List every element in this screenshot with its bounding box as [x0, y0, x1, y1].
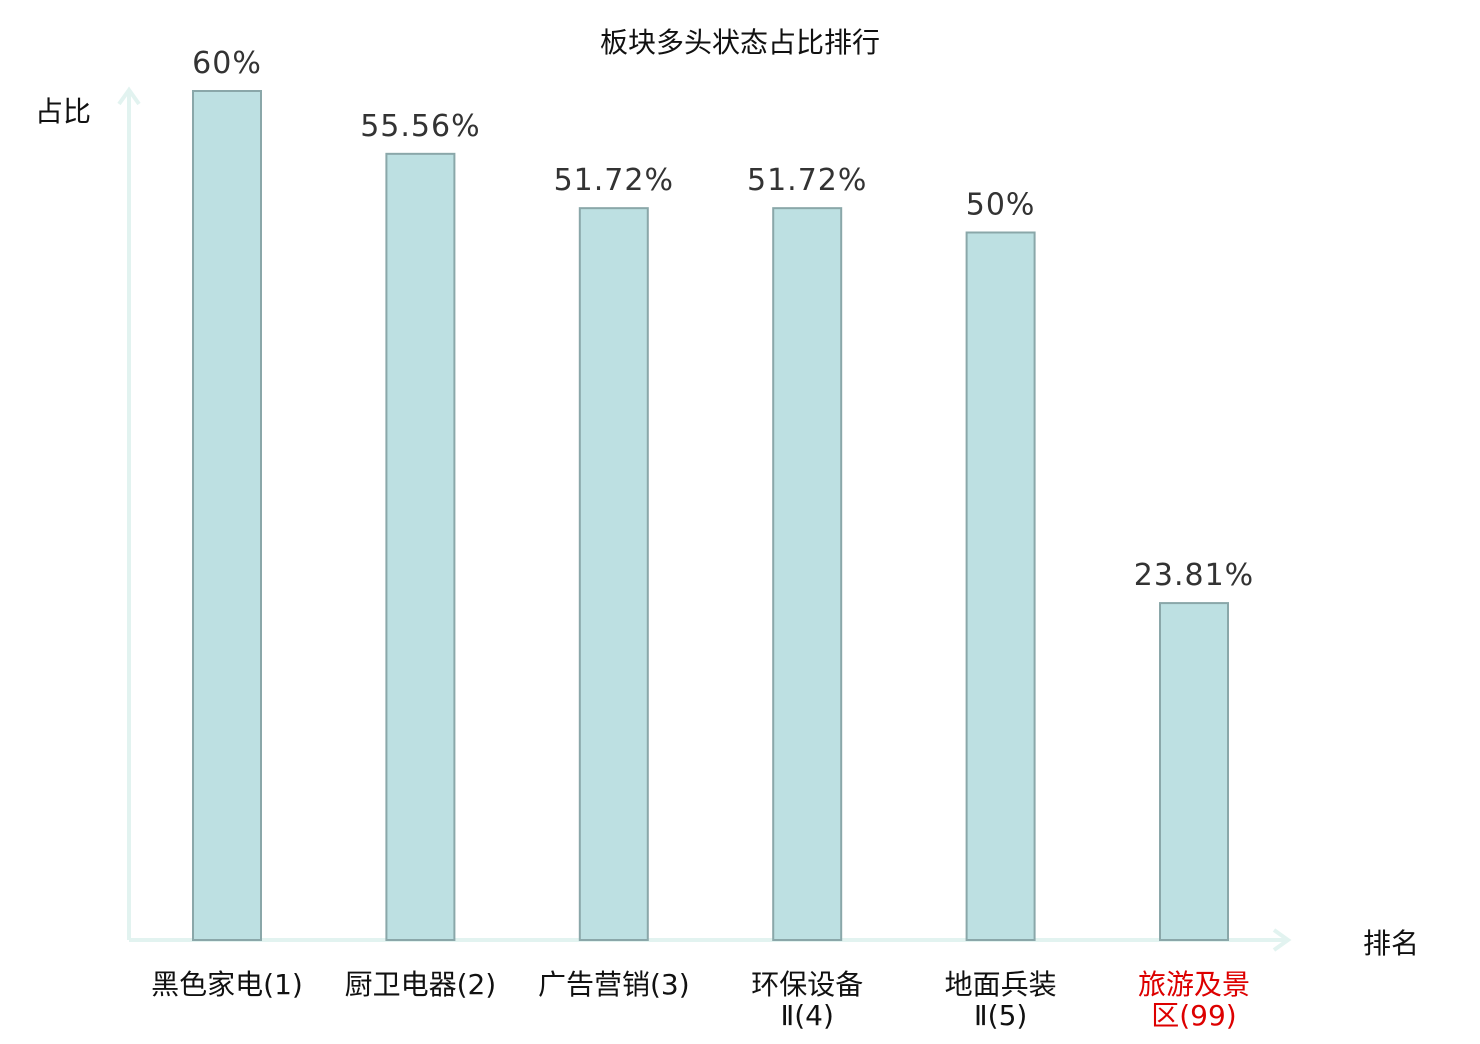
- bar: [1159, 602, 1229, 941]
- x-tick-label-line: 广告营销(3): [538, 968, 690, 1001]
- x-tick-label-line: 环保设备: [751, 968, 863, 1001]
- bar: [965, 231, 1036, 941]
- value-labels-group: 60% 55.56% 51.72% 51.72% 50% 23.81%: [192, 46, 1254, 593]
- x-tick-label-line: 地面兵装: [945, 968, 1057, 1001]
- x-tick-label: 地面兵装 Ⅱ(5): [945, 968, 1057, 1032]
- x-tick-label: 厨卫电器(2): [345, 968, 497, 1001]
- category-labels-group: 黑色家电(1) 厨卫电器(2) 广告营销(3) 环保设备 Ⅱ(4) 地面兵装 Ⅱ(5) 旅游及…: [151, 968, 1250, 1032]
- x-tick-label-line: 区(99): [1151, 999, 1236, 1032]
- x-tick-label: 广告营销(3): [538, 968, 690, 1001]
- x-tick-label-line: 旅游及景: [1138, 968, 1250, 1001]
- bars-group: [192, 90, 1229, 942]
- bar-value-label: 55.56%: [360, 109, 480, 144]
- bar-value-label: 60%: [192, 46, 262, 81]
- chart-title: 板块多头状态占比排行: [600, 26, 880, 59]
- axes: [117, 86, 1292, 952]
- bar-value-label: 23.81%: [1134, 558, 1254, 593]
- y-axis-arrow-icon: [117, 86, 141, 106]
- bar: [772, 207, 843, 942]
- bar-value-label: 51.72%: [747, 163, 867, 198]
- x-tick-label-line: 厨卫电器(2): [345, 968, 497, 1001]
- x-tick-label-line: 黑色家电(1): [151, 968, 303, 1001]
- x-tick-label-line: Ⅱ(4): [780, 999, 833, 1032]
- bar: [192, 90, 262, 941]
- x-tick-label: 黑色家电(1): [151, 968, 303, 1001]
- bar: [578, 207, 649, 942]
- x-axis-label: 排名: [1363, 927, 1419, 960]
- y-axis-label: 占比: [35, 95, 91, 128]
- x-tick-label: 旅游及景区(99): [1138, 968, 1250, 1032]
- bar-value-label: 50%: [966, 188, 1036, 223]
- x-tick-label: 环保设备 Ⅱ(4): [751, 968, 863, 1032]
- x-axis-arrow-icon: [1272, 928, 1292, 952]
- bar: [385, 152, 456, 942]
- bar-value-label: 51.72%: [554, 163, 674, 198]
- x-tick-label-line: Ⅱ(5): [974, 999, 1027, 1032]
